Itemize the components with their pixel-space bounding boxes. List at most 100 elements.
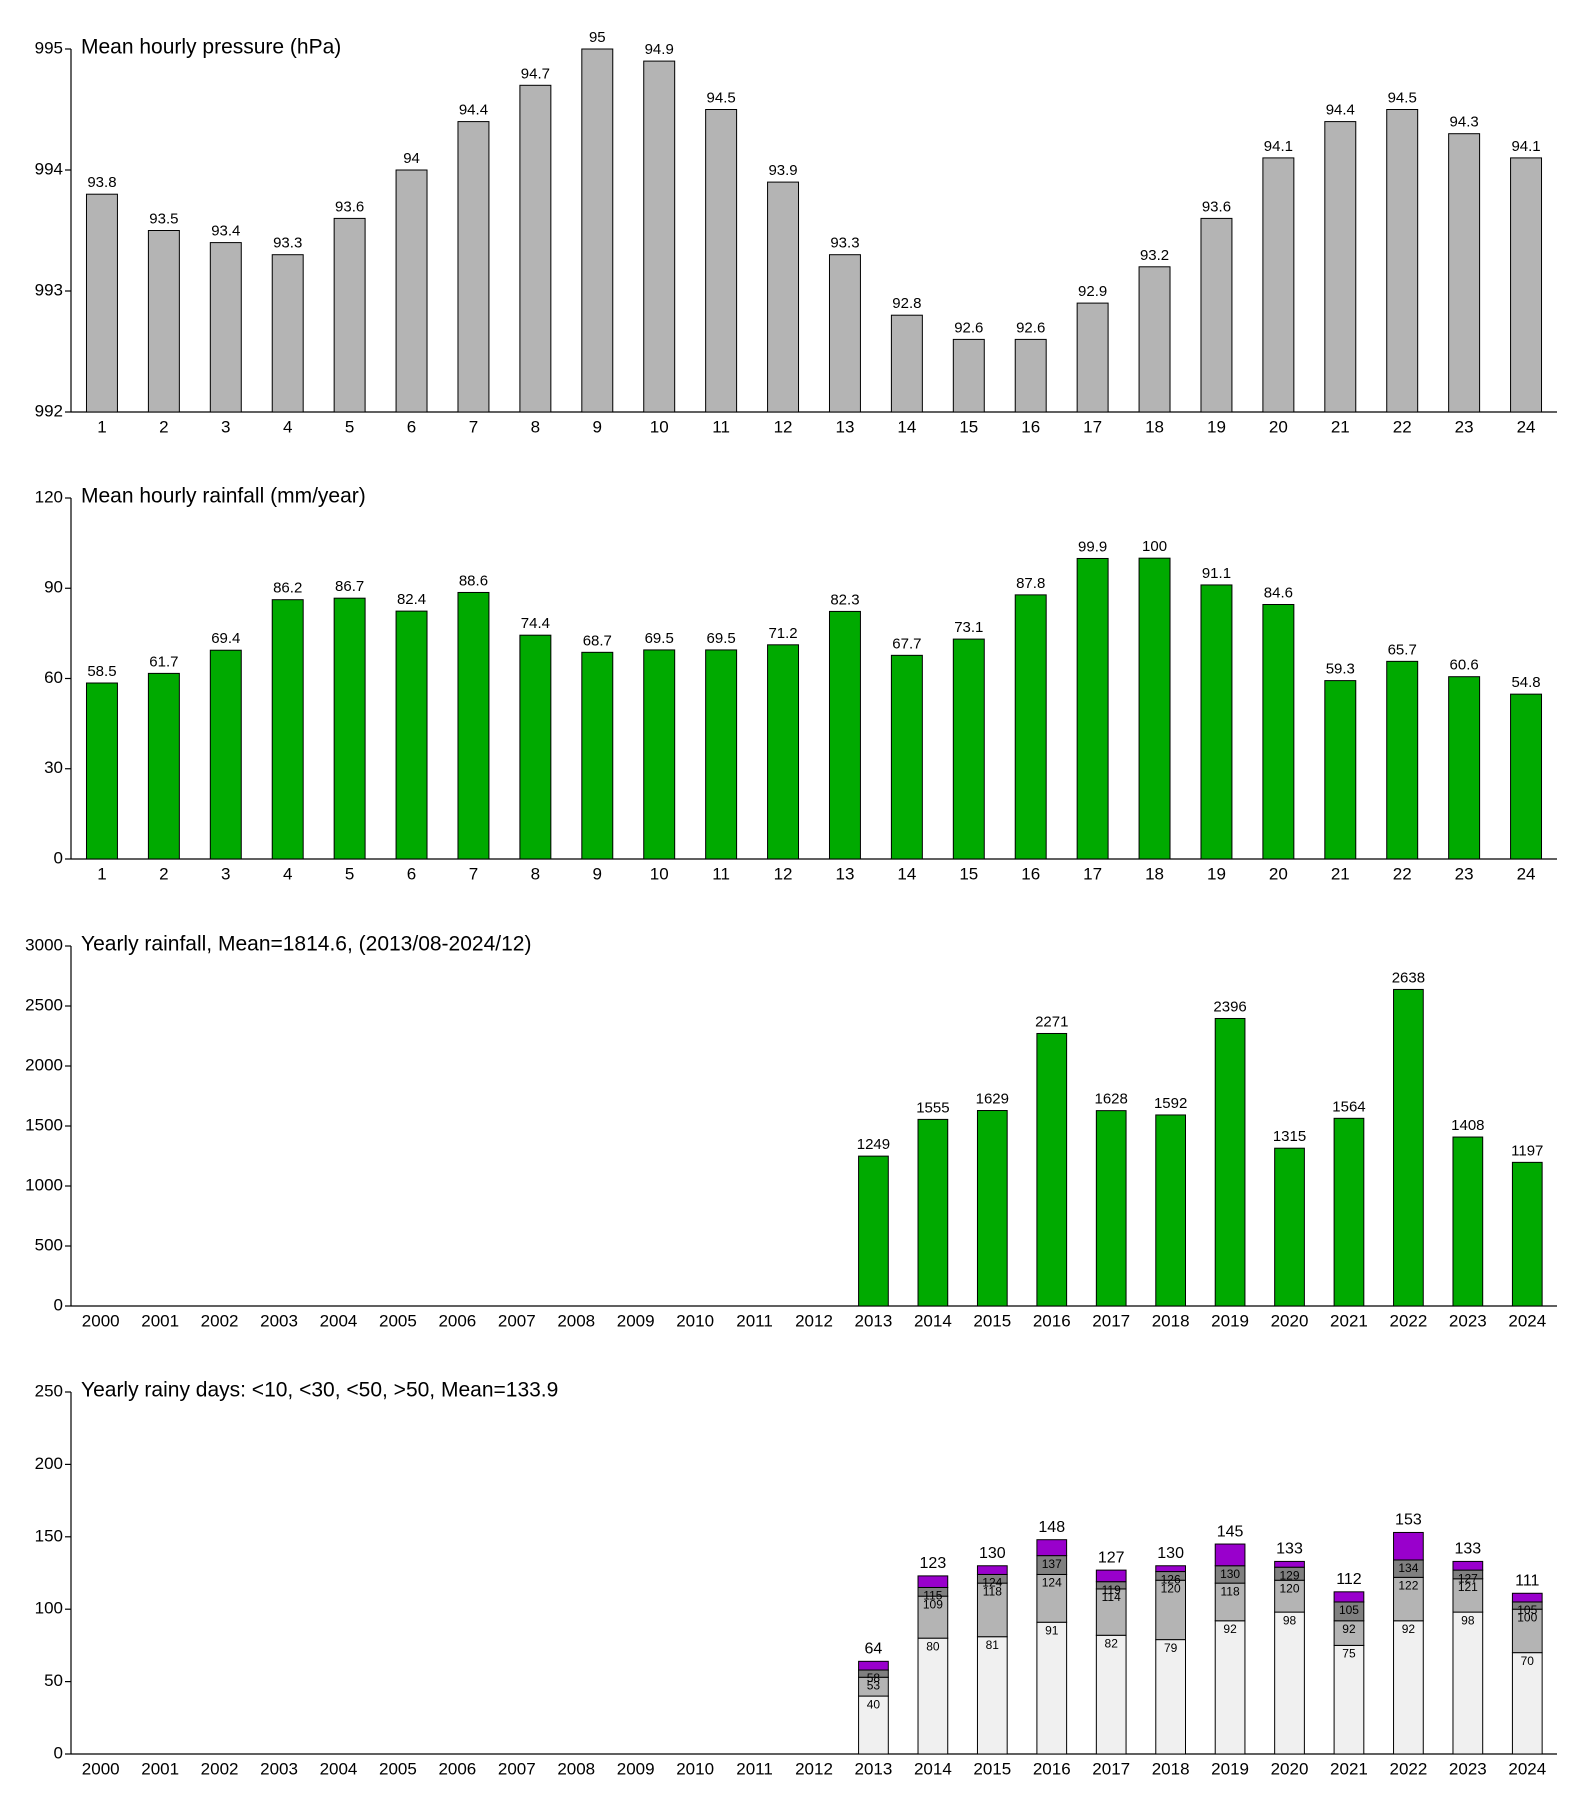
bar xyxy=(147,230,180,413)
y-tick-label: 1500 xyxy=(25,1115,63,1134)
total-label: 145 xyxy=(1217,1523,1244,1540)
x-tick-label: 23 xyxy=(1455,417,1474,436)
bar-segment xyxy=(1333,1644,1365,1755)
bar xyxy=(333,217,366,413)
x-tick-label: 21 xyxy=(1331,864,1350,883)
x-tick-label: 2016 xyxy=(1033,1311,1071,1330)
total-label: 130 xyxy=(979,1545,1006,1562)
x-tick-label: 2011 xyxy=(736,1759,773,1778)
x-tick-label: 11 xyxy=(712,864,730,883)
bar xyxy=(890,654,923,860)
x-tick-label: 8 xyxy=(531,417,540,436)
bar xyxy=(1386,660,1419,860)
total-label: 112 xyxy=(1336,1571,1362,1588)
value-label: 100 xyxy=(1142,538,1167,555)
x-tick-label: 10 xyxy=(650,864,669,883)
value-label: 93.9 xyxy=(768,162,797,179)
segment-label: 118 xyxy=(1221,1584,1240,1598)
x-tick-label: 1 xyxy=(97,864,106,883)
x-tick-label: 2021 xyxy=(1330,1759,1368,1778)
segment-label: 98 xyxy=(1461,1613,1475,1627)
bar-segment xyxy=(917,1637,949,1755)
x-tick-label: 16 xyxy=(1021,864,1040,883)
value-label: 74.4 xyxy=(521,615,550,632)
bar xyxy=(1262,157,1295,413)
segment-label: 129 xyxy=(1280,1568,1300,1582)
x-tick-label: 2 xyxy=(159,864,168,883)
total-label: 153 xyxy=(1395,1512,1422,1529)
bar-segment xyxy=(1274,1560,1305,1568)
bar xyxy=(1452,1136,1484,1307)
segment-label: 120 xyxy=(1280,1581,1300,1595)
bar xyxy=(395,610,428,860)
x-tick-label: 12 xyxy=(774,864,793,883)
y-tick-label: 992 xyxy=(35,401,63,420)
segment-label: 124 xyxy=(1042,1576,1062,1590)
total-label: 133 xyxy=(1276,1541,1303,1558)
x-tick-label: 2001 xyxy=(141,1311,179,1330)
bar xyxy=(1510,693,1543,860)
y-tick-label: 30 xyxy=(44,758,63,777)
bar xyxy=(1386,109,1419,413)
bar xyxy=(1076,302,1109,413)
value-label: 1249 xyxy=(857,1136,890,1153)
x-tick-label: 14 xyxy=(897,864,916,883)
y-tick-label: 3000 xyxy=(25,935,63,954)
x-tick-label: 2000 xyxy=(82,1759,120,1778)
bar xyxy=(457,121,490,413)
segment-label: 70 xyxy=(1521,1654,1535,1668)
y-tick-label: 1000 xyxy=(25,1175,63,1194)
bar-segment xyxy=(1511,1592,1543,1603)
y-tick-label: 500 xyxy=(35,1235,63,1254)
x-tick-label: 2009 xyxy=(617,1759,655,1778)
value-label: 92.6 xyxy=(1016,319,1045,336)
value-label: 93.6 xyxy=(335,198,364,215)
x-tick-label: 2022 xyxy=(1389,1311,1427,1330)
x-tick-label: 2007 xyxy=(498,1311,536,1330)
bar xyxy=(1262,603,1295,860)
bar xyxy=(209,242,242,413)
x-tick-label: 2016 xyxy=(1033,1759,1071,1778)
x-tick-label: 2003 xyxy=(260,1311,298,1330)
bar-segment xyxy=(917,1575,949,1588)
bar xyxy=(952,338,985,413)
bar xyxy=(519,634,552,860)
value-label: 69.5 xyxy=(707,630,736,647)
y-tick-label: 60 xyxy=(44,668,63,687)
value-label: 60.6 xyxy=(1450,657,1479,674)
y-tick-label: 150 xyxy=(35,1526,63,1545)
bar xyxy=(1324,680,1357,860)
y-tick-label: 995 xyxy=(35,38,63,57)
x-tick-label: 15 xyxy=(959,417,978,436)
x-tick-label: 24 xyxy=(1517,417,1536,436)
value-label: 93.6 xyxy=(1202,198,1231,215)
x-tick-label: 11 xyxy=(712,417,730,436)
segment-label: 80 xyxy=(926,1639,940,1653)
bar xyxy=(1138,557,1171,860)
x-tick-label: 2017 xyxy=(1092,1311,1130,1330)
bar xyxy=(1076,557,1109,860)
value-label: 68.7 xyxy=(583,632,612,649)
bar xyxy=(209,649,242,860)
x-tick-label: 6 xyxy=(407,417,416,436)
bar xyxy=(952,638,985,860)
value-label: 59.3 xyxy=(1326,661,1355,678)
segment-label: 82 xyxy=(1105,1636,1119,1650)
bar xyxy=(828,254,861,413)
x-tick-label: 14 xyxy=(897,417,916,436)
x-tick-label: 21 xyxy=(1331,417,1350,436)
value-label: 71.2 xyxy=(768,625,797,642)
x-tick-label: 2000 xyxy=(82,1311,120,1330)
x-tick-label: 24 xyxy=(1517,864,1536,883)
bar xyxy=(1393,988,1424,1307)
value-label: 94.5 xyxy=(1388,89,1417,106)
x-tick-label: 2014 xyxy=(914,1759,952,1778)
bar xyxy=(1324,121,1357,413)
segment-label: 124 xyxy=(982,1576,1002,1590)
bar xyxy=(1014,594,1047,860)
y-tick-label: 0 xyxy=(54,848,63,867)
bar xyxy=(271,254,304,413)
total-label: 130 xyxy=(1157,1545,1184,1562)
value-label: 2396 xyxy=(1213,998,1246,1015)
x-tick-label: 16 xyxy=(1021,417,1040,436)
